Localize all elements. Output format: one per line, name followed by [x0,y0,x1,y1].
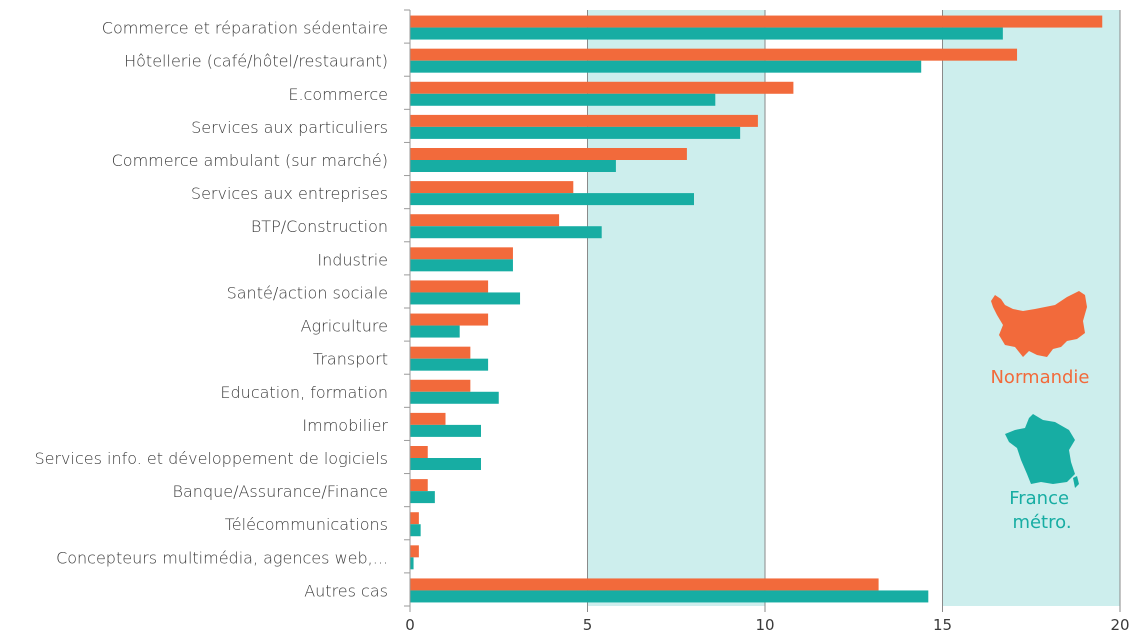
bar-normandie [410,578,879,591]
category-label: BTP/Construction [251,217,388,236]
category-label: Commerce et réparation sédentaire [102,19,388,38]
bar-normandie [410,181,574,194]
bar-france [410,60,922,73]
category-label: Santé/action sociale [227,283,388,302]
x-tick-label: 10 [755,616,774,634]
bar-normandie [410,15,1103,28]
bar-normandie [410,81,794,94]
bar-normandie [410,412,446,425]
bar-france [410,491,435,504]
gridlines [587,10,1121,612]
category-label: Services aux entreprises [191,184,388,203]
bar-france [410,259,513,272]
legend: Normandie France métro. [990,291,1090,533]
legend-france-line1: France [1009,488,1069,509]
bar-france [410,424,481,437]
bar-france [410,93,716,106]
bar-france [410,391,499,404]
bar-normandie [410,48,1018,61]
bar-normandie [410,148,687,160]
bar-france [410,126,741,139]
category-label: Education, formation [220,383,388,402]
bar-france [410,524,421,537]
bar-normandie [410,446,428,458]
bar-france [410,458,481,470]
x-tick-label: 15 [933,616,952,634]
bar-normandie [410,247,513,260]
shaded-bands [587,10,1120,606]
bar-france [410,27,1003,40]
category-label: Commerce ambulant (sur marché) [112,151,388,170]
legend-france-line2: métro. [1012,512,1071,533]
bar-normandie [410,214,560,227]
category-label: Industrie [317,250,388,269]
bar-france [410,292,521,305]
bar-normandie [410,379,471,392]
bar-normandie [410,280,489,293]
x-tick-label: 20 [1110,616,1129,634]
category-label: E.commerce [288,85,388,104]
bar-normandie [410,479,428,492]
bar-normandie [410,114,758,127]
category-label: Agriculture [301,317,388,336]
legend-normandie-label: Normandie [990,367,1089,388]
category-label: Autres cas [304,581,388,600]
bar-normandie [410,313,489,326]
bar-france [410,557,414,570]
x-tick-label: 0 [405,616,415,634]
bar-normandie [410,346,471,359]
category-label: Télécommunications [225,515,388,534]
category-label: Immobilier [302,416,388,435]
category-label: Transport [313,350,388,369]
bar-france [410,226,602,239]
bar-france [410,193,694,206]
bar-france [410,590,929,603]
france-map-icon [1005,414,1079,488]
bar-normandie [410,545,419,558]
category-labels: Commerce et réparation sédentaire Hôtelle… [34,9,410,607]
bars [410,15,1103,603]
bar-france [410,325,460,338]
category-label: Services info. et développement de logic… [34,449,388,468]
category-label: Banque/Assurance/Finance [173,482,388,501]
normandie-map-icon [991,291,1087,357]
x-tick-label: 5 [583,616,593,634]
shaded-band-1 [942,10,1120,606]
bar-normandie [410,512,419,525]
shaded-band-0 [587,10,765,606]
category-label: Concepteurs multimédia, agences web,... [56,548,388,567]
bar-france [410,160,616,172]
x-axis-ticks: 0 5 10 15 20 [405,616,1129,634]
category-label: Services aux particuliers [191,118,388,137]
legend-france-label: France métro. [1009,488,1075,533]
bar-france [410,358,489,371]
category-label: Hôtellerie (café/hôtel/restaurant) [124,52,388,71]
